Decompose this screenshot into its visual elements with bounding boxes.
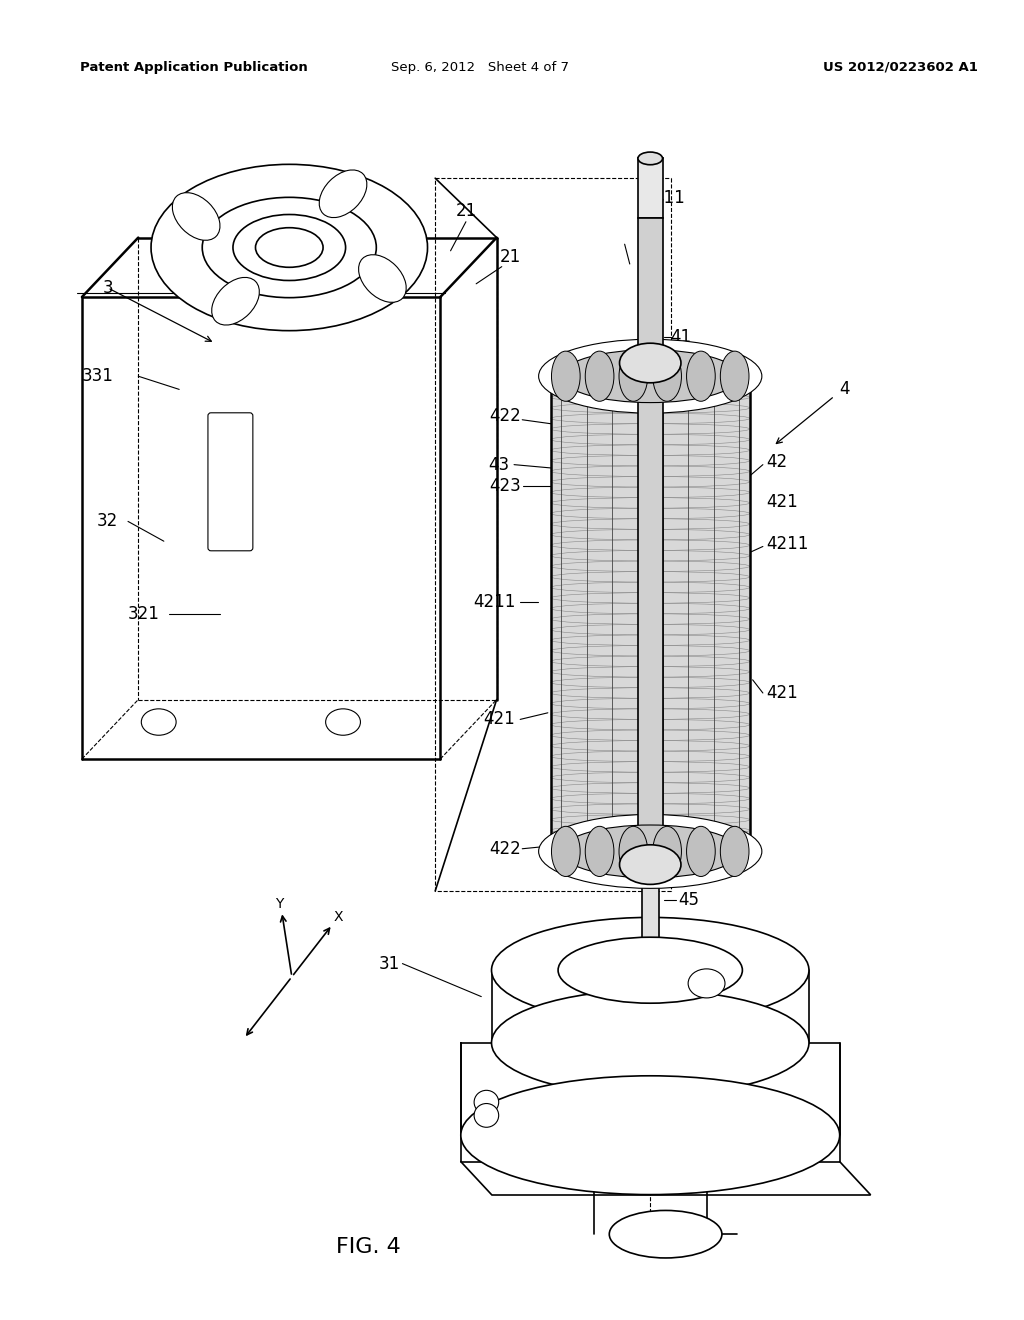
Ellipse shape <box>620 845 681 884</box>
Text: 43: 43 <box>488 455 509 474</box>
Ellipse shape <box>492 917 809 1023</box>
Text: 42: 42 <box>766 453 787 471</box>
Ellipse shape <box>586 826 614 876</box>
Text: 31: 31 <box>379 954 399 973</box>
Ellipse shape <box>552 826 581 876</box>
Ellipse shape <box>326 709 360 735</box>
Text: 3: 3 <box>102 279 113 297</box>
Text: 21: 21 <box>456 202 476 220</box>
Ellipse shape <box>492 990 809 1096</box>
Text: Y: Y <box>275 898 284 911</box>
Ellipse shape <box>652 351 681 401</box>
Ellipse shape <box>609 1210 722 1258</box>
Ellipse shape <box>620 351 648 401</box>
Ellipse shape <box>652 826 681 876</box>
FancyBboxPatch shape <box>638 158 663 218</box>
Ellipse shape <box>620 343 681 383</box>
Text: 321: 321 <box>127 605 160 623</box>
Ellipse shape <box>686 826 715 876</box>
Text: 4211: 4211 <box>766 535 808 553</box>
Text: 421: 421 <box>766 492 798 511</box>
Text: 421: 421 <box>482 710 515 729</box>
Text: FIG. 4: FIG. 4 <box>336 1237 401 1258</box>
Ellipse shape <box>474 1090 499 1114</box>
Ellipse shape <box>586 351 614 401</box>
Text: 411: 411 <box>653 189 685 207</box>
Ellipse shape <box>256 227 324 268</box>
Text: 21: 21 <box>500 248 520 267</box>
Ellipse shape <box>539 339 762 413</box>
Ellipse shape <box>172 193 220 240</box>
Ellipse shape <box>319 170 367 218</box>
Ellipse shape <box>212 277 259 325</box>
Ellipse shape <box>539 814 762 888</box>
Text: X: X <box>333 911 343 924</box>
Text: 2: 2 <box>645 222 655 240</box>
Ellipse shape <box>720 826 749 876</box>
FancyBboxPatch shape <box>208 413 253 550</box>
Ellipse shape <box>720 351 749 401</box>
Text: 331: 331 <box>81 367 114 385</box>
Ellipse shape <box>203 197 377 297</box>
Ellipse shape <box>561 350 739 403</box>
FancyBboxPatch shape <box>642 851 658 950</box>
Text: 331: 331 <box>306 244 339 263</box>
Text: Sep. 6, 2012   Sheet 4 of 7: Sep. 6, 2012 Sheet 4 of 7 <box>391 61 569 74</box>
Ellipse shape <box>152 164 428 330</box>
Text: 41: 41 <box>671 327 692 346</box>
Text: 422: 422 <box>488 840 521 858</box>
Text: 45: 45 <box>678 891 699 909</box>
Ellipse shape <box>561 825 739 878</box>
Text: 4: 4 <box>840 380 850 399</box>
Ellipse shape <box>686 351 715 401</box>
Text: Patent Application Publication: Patent Application Publication <box>80 61 308 74</box>
Ellipse shape <box>141 709 176 735</box>
Ellipse shape <box>461 1076 840 1195</box>
Text: 43: 43 <box>674 634 695 652</box>
Ellipse shape <box>552 351 581 401</box>
Text: 43: 43 <box>674 466 695 484</box>
Ellipse shape <box>620 826 648 876</box>
Ellipse shape <box>474 1104 499 1127</box>
Text: 423: 423 <box>693 477 725 495</box>
Text: 422: 422 <box>488 407 521 425</box>
Text: 33: 33 <box>399 249 420 268</box>
Text: 423: 423 <box>488 477 521 495</box>
Text: US 2012/0223602 A1: US 2012/0223602 A1 <box>822 61 978 74</box>
FancyBboxPatch shape <box>638 218 663 851</box>
Text: 421: 421 <box>766 684 798 702</box>
Text: 32: 32 <box>97 512 118 531</box>
FancyBboxPatch shape <box>551 376 750 851</box>
Text: 412: 412 <box>678 935 710 953</box>
Text: 4211: 4211 <box>473 593 516 611</box>
Ellipse shape <box>688 969 725 998</box>
Text: 423: 423 <box>684 846 716 865</box>
Ellipse shape <box>358 255 407 302</box>
Ellipse shape <box>558 937 742 1003</box>
Ellipse shape <box>233 214 346 281</box>
Ellipse shape <box>638 152 663 165</box>
